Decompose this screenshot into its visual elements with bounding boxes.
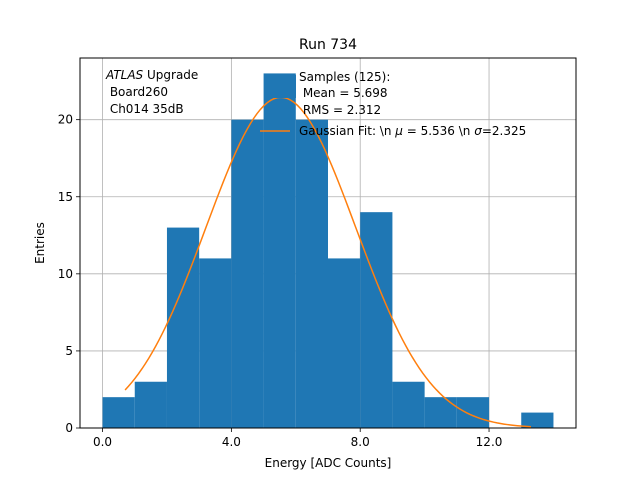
histogram-bar (521, 412, 554, 428)
histogram-bar (392, 381, 425, 428)
y-tick-label: 0 (65, 421, 73, 435)
axes-frame (79, 57, 577, 429)
legend-hist-line-3: RMS = 2.312 (299, 103, 381, 117)
histogram-bar (199, 258, 232, 428)
histogram-bar (360, 212, 393, 428)
histogram-bar (295, 119, 328, 429)
y-tick-label: 15 (58, 190, 73, 204)
annotation-atlas: ATLAS (105, 68, 144, 82)
legend-fit-part-1: Gaussian Fit: \n (299, 124, 395, 138)
legend-fit-label: Gaussian Fit: \n μ = 5.536 \n σ=2.325 (299, 124, 526, 138)
annotation-board: Board260 (106, 85, 168, 99)
legend-hist-line-2: Mean = 5.698 (299, 86, 388, 100)
y-tick-label: 5 (65, 344, 73, 358)
chart-title: Run 734 (299, 37, 357, 53)
x-axis-label: Energy [ADC Counts] (265, 456, 392, 470)
histogram-bar (263, 73, 296, 429)
run-annotation: ATLAS Upgrade Board260 Ch014 35dB (105, 68, 198, 116)
legend: Samples (125): Mean = 5.698 RMS = 2.312 … (260, 70, 526, 138)
legend-fit-part-2: = 5.536 \n (403, 124, 474, 138)
y-axis-ticks: 0 5 10 15 20 (58, 113, 80, 435)
x-tick-label: 0.0 (93, 435, 112, 449)
legend-fit-mu: μ (394, 124, 403, 138)
gaussian-fit-curve (124, 96, 531, 428)
histogram-bars (102, 73, 554, 429)
x-tick-label: 4.0 (222, 435, 241, 449)
legend-hist-line-1: Samples (125): (299, 70, 390, 84)
legend-hist-swatch (264, 75, 296, 98)
histogram-bar (102, 397, 135, 428)
annotation-line-1: ATLAS Upgrade (105, 68, 198, 82)
histogram-bar (424, 397, 457, 428)
x-tick-label: 12.0 (476, 435, 503, 449)
histogram-bar (134, 381, 167, 428)
y-tick-label: 10 (58, 267, 73, 281)
annotation-upgrade: Upgrade (143, 68, 198, 82)
legend-fit-part-3: =2.325 (482, 124, 526, 138)
histogram-bar (231, 119, 264, 429)
y-axis-label: Entries (33, 222, 47, 264)
annotation-channel: Ch014 35dB (106, 102, 184, 116)
x-axis-ticks: 0.0 4.0 8.0 12.0 (93, 428, 502, 449)
x-tick-label: 8.0 (351, 435, 370, 449)
histogram-bar (456, 397, 490, 428)
y-tick-label: 20 (58, 113, 73, 127)
histogram-bar (328, 258, 361, 428)
legend-fit-sigma: σ (474, 124, 482, 138)
